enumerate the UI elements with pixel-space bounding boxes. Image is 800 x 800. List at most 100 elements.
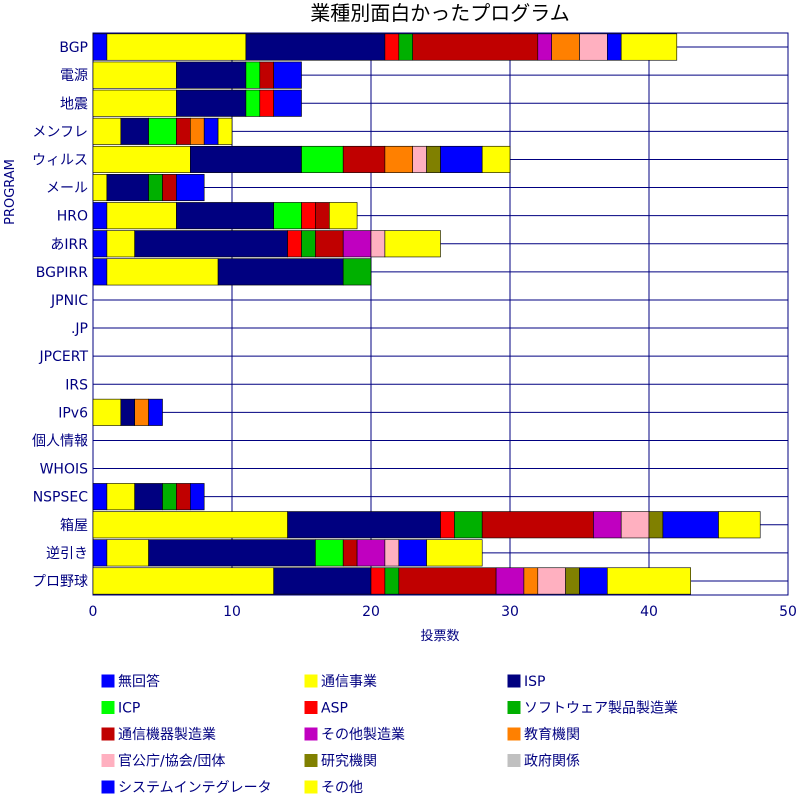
category-label: BGPIRR xyxy=(36,265,89,281)
bar-segment xyxy=(92,145,191,173)
bar-segment xyxy=(481,511,594,539)
bar-segment xyxy=(245,89,261,117)
bar-segment xyxy=(92,117,122,145)
bar-segment xyxy=(384,567,400,595)
bar-segment xyxy=(315,230,344,258)
chart-title: 業種別面白かったプログラム xyxy=(310,1,569,25)
bar-segment xyxy=(92,511,288,539)
bar-segment xyxy=(440,511,455,539)
bar-segment xyxy=(551,33,580,61)
bar-segment xyxy=(315,202,330,230)
bar-segment xyxy=(273,567,372,595)
bar-segment xyxy=(412,145,427,173)
bar-segment xyxy=(537,33,552,61)
category-label: BGP xyxy=(59,40,88,56)
bar-segment xyxy=(398,567,497,595)
bar-segment xyxy=(106,230,136,258)
bar-segment xyxy=(106,258,219,286)
legend-swatch xyxy=(101,727,115,741)
bar-segment xyxy=(92,89,177,117)
category-label: 地震 xyxy=(60,96,88,112)
bar-segment xyxy=(176,174,205,202)
bar-segment xyxy=(176,202,274,230)
bar-segment xyxy=(162,174,177,202)
legend-swatch xyxy=(101,754,115,767)
bar-segment xyxy=(148,539,316,567)
bar-segment xyxy=(92,174,108,202)
legend-swatch xyxy=(304,701,318,714)
bar-segment xyxy=(537,567,566,595)
bar-segment xyxy=(495,567,525,595)
bar-segment xyxy=(176,117,191,145)
legend-swatch xyxy=(304,754,318,767)
legend-swatch xyxy=(304,674,318,688)
bar-segment xyxy=(120,398,136,426)
bar-segment xyxy=(106,202,177,230)
legend-label: その他製造業 xyxy=(321,727,405,743)
category-label: IPv6 xyxy=(58,405,88,421)
bar-segment xyxy=(92,258,108,286)
bar-segment xyxy=(92,398,122,426)
bar-segment xyxy=(259,89,274,117)
bar-segment xyxy=(606,33,622,61)
bar-segment xyxy=(454,511,483,539)
bar-segment xyxy=(148,398,163,426)
bar-segment xyxy=(134,398,149,426)
bar-segment xyxy=(301,230,316,258)
x-tick-label: 40 xyxy=(640,604,658,620)
bar-segment xyxy=(370,567,386,595)
legend-swatch xyxy=(507,754,521,767)
bar-segment xyxy=(565,567,580,595)
bar-segment xyxy=(342,145,386,173)
bar-segment xyxy=(426,145,441,173)
legend-label: 通信機器製造業 xyxy=(118,727,216,743)
bar-segment xyxy=(398,539,427,567)
bar-segment xyxy=(287,511,441,539)
bar-segment xyxy=(92,33,108,61)
legend-swatch xyxy=(507,727,521,741)
bar-segment xyxy=(148,174,163,202)
legend-label: システムインテグレータ xyxy=(118,780,272,796)
category-label: WHOIS xyxy=(40,462,89,478)
category-label: NSPSEC xyxy=(33,490,89,506)
bar-segment xyxy=(384,145,413,173)
category-label: IRS xyxy=(65,377,88,393)
bar-segment xyxy=(148,117,177,145)
category-label: .JP xyxy=(71,321,88,337)
legend-label: 官公庁/協会/団体 xyxy=(118,754,225,770)
y-axis-label: PROGRAM xyxy=(3,159,18,225)
category-label: HRO xyxy=(57,209,88,225)
bar-segment xyxy=(384,33,400,61)
legend-swatch xyxy=(101,701,115,714)
legend-label: ICP xyxy=(118,701,140,717)
category-label: あIRR xyxy=(50,237,88,253)
bar-segment xyxy=(190,145,302,173)
bar-segment xyxy=(620,511,650,539)
x-tick-label: 10 xyxy=(223,604,241,620)
bar-segment xyxy=(398,33,413,61)
bar-segment xyxy=(328,202,358,230)
x-tick-label: 30 xyxy=(501,604,519,620)
plot-area xyxy=(92,32,789,596)
bar-segment xyxy=(245,61,261,89)
legend-label: 通信事業 xyxy=(321,674,377,690)
bar-segment xyxy=(273,89,302,117)
bar-segment xyxy=(342,539,358,567)
x-tick-label: 0 xyxy=(89,604,98,620)
bar-segment xyxy=(301,145,344,173)
bar-segment xyxy=(273,202,302,230)
bar-segment xyxy=(106,33,247,61)
bar-segment xyxy=(217,258,344,286)
bar-segment xyxy=(412,33,539,61)
legend-label: 無回答 xyxy=(118,673,160,690)
bar-segment xyxy=(315,539,344,567)
bars xyxy=(92,33,761,595)
bar-segment xyxy=(523,567,539,595)
bar-segment xyxy=(92,567,274,595)
bar-segment xyxy=(287,230,302,258)
legend-label: ソフトウェア製品製造業 xyxy=(524,701,678,717)
bar-segment xyxy=(356,539,386,567)
bar-segment xyxy=(370,230,386,258)
category-label: 電源 xyxy=(60,68,88,84)
